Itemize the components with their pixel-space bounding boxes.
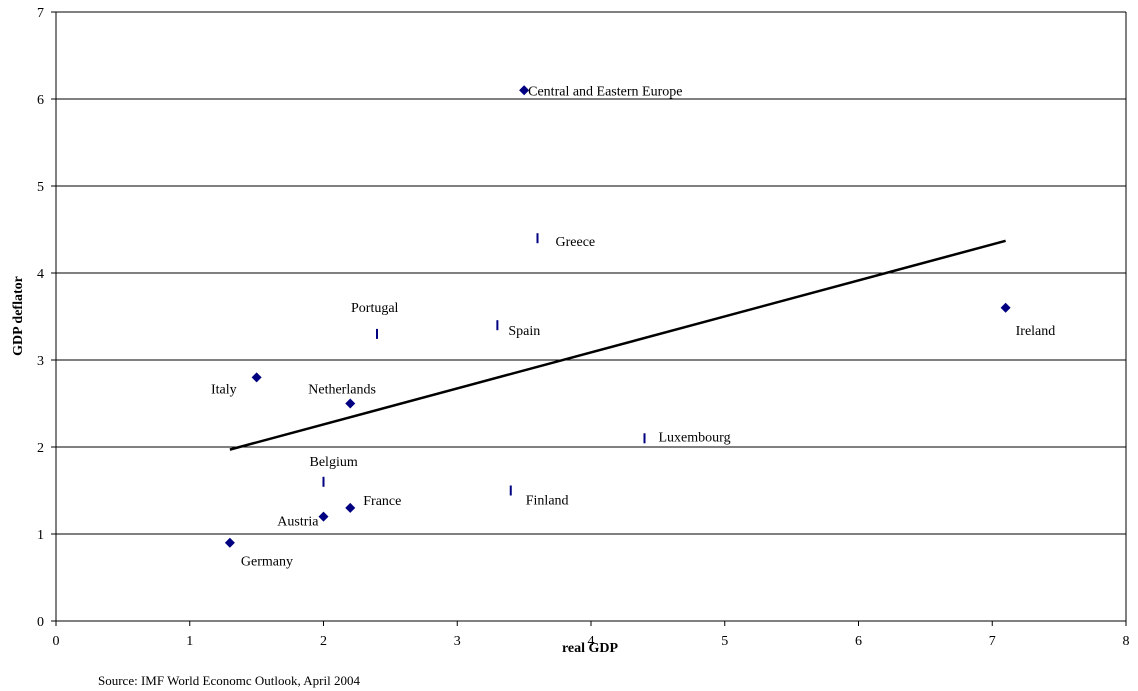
label-finland: Finland xyxy=(526,494,569,509)
label-ireland: Ireland xyxy=(1016,324,1056,339)
source-note: Source: IMF World Economc Outlook, April… xyxy=(98,673,360,688)
x-axis-title: real GDP xyxy=(562,641,619,656)
label-greece: Greece xyxy=(556,235,596,250)
point-austria xyxy=(318,511,329,522)
y-tick-label: 6 xyxy=(37,93,44,108)
label-germany: Germany xyxy=(241,555,293,570)
point-netherlands xyxy=(345,398,356,409)
x-tick-label: 3 xyxy=(454,634,461,649)
label-netherlands: Netherlands xyxy=(308,383,376,398)
gridlines xyxy=(56,11,1126,622)
y-tick-label: 5 xyxy=(37,180,44,195)
tick-labels: 0 1 2 3 4 5 6 7 0 1 2 3 4 5 6 7 8 xyxy=(37,6,1130,649)
x-tick-label: 6 xyxy=(855,634,862,649)
label-central-and-eastern-europe: Central and Eastern Europe xyxy=(528,84,682,99)
y-tick-label: 2 xyxy=(37,441,44,456)
point-france xyxy=(345,502,356,513)
axes xyxy=(51,11,1127,626)
x-tick-label: 4 xyxy=(588,634,595,649)
x-tick-label: 1 xyxy=(186,634,193,649)
y-tick-label: 7 xyxy=(37,6,44,21)
label-austria: Austria xyxy=(277,515,319,530)
y-tick-label: 0 xyxy=(37,615,44,630)
y-tick-label: 1 xyxy=(37,528,44,543)
x-tick-label: 2 xyxy=(320,634,327,649)
y-tick-label: 4 xyxy=(37,267,44,282)
label-belgium: Belgium xyxy=(310,455,358,470)
label-italy: Italy xyxy=(211,382,237,397)
point-central-and-eastern-europe xyxy=(519,85,530,96)
x-tick-label: 0 xyxy=(53,634,60,649)
point-ireland xyxy=(1000,302,1011,313)
y-tick-label: 3 xyxy=(37,354,44,369)
point-germany xyxy=(224,537,235,548)
x-tick-label: 7 xyxy=(989,634,996,649)
label-spain: Spain xyxy=(508,324,540,339)
y-axis-title: GDP deflator xyxy=(11,276,26,356)
trendline xyxy=(229,239,1006,451)
x-tick-label: 5 xyxy=(721,634,728,649)
trendline-group xyxy=(229,239,1006,451)
x-tick-label: 8 xyxy=(1123,634,1130,649)
label-portugal: Portugal xyxy=(351,301,399,316)
label-luxembourg: Luxembourg xyxy=(659,430,731,445)
label-france: France xyxy=(363,494,401,509)
point-labels: Central and Eastern Europe Greece Ireland P… xyxy=(211,84,1055,569)
data-points xyxy=(224,85,1011,548)
point-italy xyxy=(251,372,262,383)
